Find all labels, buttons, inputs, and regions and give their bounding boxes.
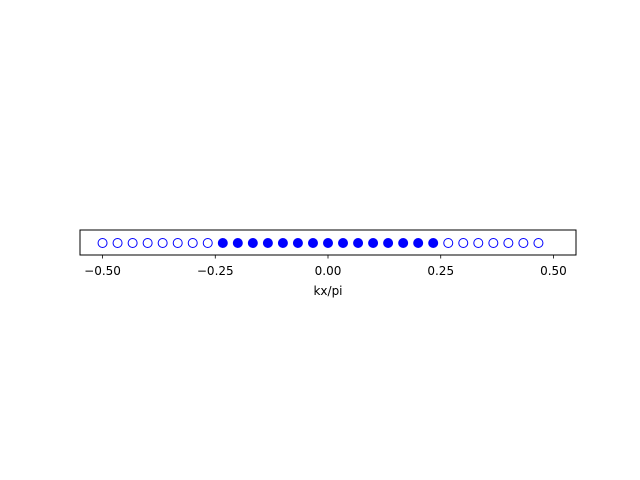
open-point-14 — [533, 238, 544, 248]
filled-point-4 — [277, 238, 288, 248]
filled-point-12 — [398, 238, 409, 248]
filled-point-14 — [428, 238, 439, 248]
x-tick-label-1: −0.25 — [197, 264, 234, 278]
filled-point-1 — [232, 238, 243, 248]
open-point-8 — [443, 238, 454, 248]
open-point-9 — [458, 238, 469, 248]
open-point-5 — [172, 238, 183, 248]
open-point-1 — [112, 238, 123, 248]
open-point-10 — [473, 238, 484, 248]
filled-point-11 — [383, 238, 394, 248]
x-tick-label-2: 0.00 — [315, 264, 342, 278]
open-point-11 — [488, 238, 499, 248]
open-point-0 — [97, 238, 108, 248]
filled-point-8 — [338, 238, 349, 248]
x-tick-label-0: −0.50 — [84, 264, 121, 278]
open-point-7 — [202, 238, 213, 248]
open-point-13 — [518, 238, 529, 248]
filled-point-6 — [307, 238, 318, 248]
filled-point-0 — [217, 238, 228, 248]
filled-point-2 — [247, 238, 258, 248]
open-point-3 — [142, 238, 153, 248]
filled-point-9 — [353, 238, 364, 248]
filled-point-3 — [262, 238, 273, 248]
filled-point-5 — [292, 238, 303, 248]
filled-point-13 — [413, 238, 424, 248]
data-markers — [97, 238, 544, 248]
open-point-12 — [503, 238, 514, 248]
filled-point-7 — [323, 238, 333, 248]
open-point-2 — [127, 238, 138, 248]
x-tick-label-4: 0.50 — [540, 264, 567, 278]
x-axis-label: kx/pi — [313, 284, 342, 298]
filled-point-10 — [368, 238, 379, 248]
open-point-4 — [157, 238, 168, 248]
x-tick-label-3: 0.25 — [427, 264, 454, 278]
open-point-6 — [187, 238, 198, 248]
x-axis: −0.50 −0.25 0.00 0.25 0.50 — [84, 255, 567, 278]
